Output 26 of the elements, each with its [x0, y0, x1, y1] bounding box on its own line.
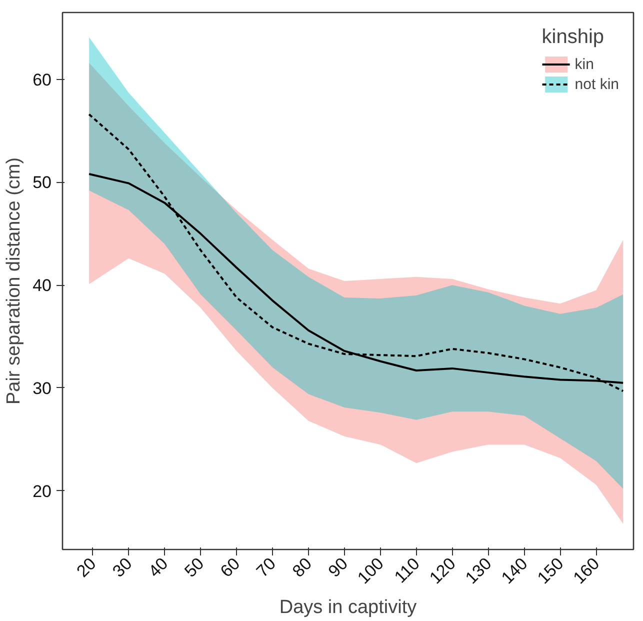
x-tick-label: 140	[498, 554, 532, 588]
y-tick-label: 50	[32, 173, 52, 192]
x-tick-label: 50	[180, 554, 208, 581]
x-tick-label: 120	[426, 554, 460, 588]
x-axis-title: Days in captivity	[279, 597, 418, 618]
x-tick-label: 130	[462, 554, 496, 588]
legend-label: kin	[574, 56, 595, 72]
x-tick-label: 100	[354, 554, 388, 588]
y-tick-label: 30	[32, 378, 52, 398]
y-tick-label: 40	[32, 276, 52, 296]
x-tick-label: 90	[324, 554, 352, 581]
y-tick-label: 20	[32, 482, 52, 501]
legend-label: not kin	[574, 76, 619, 92]
x-tick-label: 150	[534, 554, 568, 588]
y-axis-title: Pair separation distance (cm)	[4, 157, 25, 405]
x-tick-label: 70	[252, 554, 280, 581]
x-tick-label: 40	[144, 554, 172, 581]
x-tick-label: 30	[108, 554, 136, 581]
x-tick-label: 60	[216, 554, 244, 581]
line-series	[88, 113, 624, 392]
legend-title: kinship	[542, 26, 606, 49]
y-tick-label: 60	[32, 70, 52, 90]
x-tick-label: 160	[570, 554, 604, 588]
x-tick-label: 20	[72, 554, 100, 581]
x-tick-label: 80	[288, 554, 316, 581]
x-tick-label: 110	[390, 554, 424, 587]
